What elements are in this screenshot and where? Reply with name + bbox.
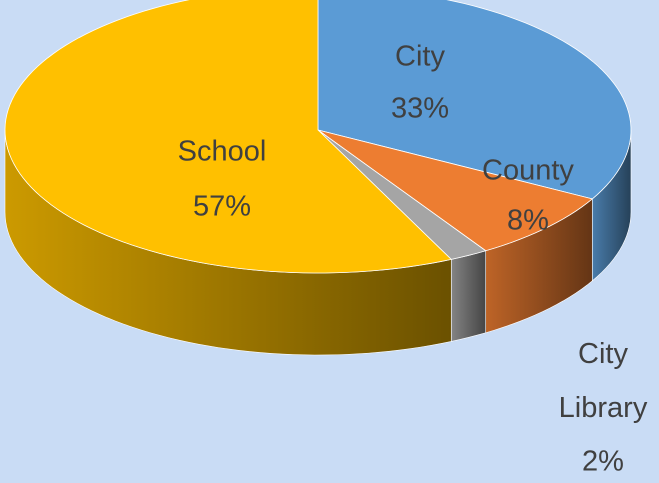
pie-slice [317, 0, 632, 200]
slice-label-value: 8% [507, 205, 549, 237]
slice-label-name: City Library [559, 338, 648, 424]
pie-slice [4, 0, 453, 274]
pie-slice-side [450, 250, 487, 342]
slice-label-value: 33% [391, 93, 449, 125]
slice-label-name: School [178, 136, 267, 168]
side-walls [4, 129, 632, 356]
slice-label-value: 57% [193, 191, 251, 223]
slice-label-name: County [482, 155, 574, 187]
slice-label-value: 2% [582, 446, 624, 478]
pie-slice [317, 129, 594, 252]
slice-label-name: City [395, 41, 445, 73]
top-faces [4, 0, 632, 274]
